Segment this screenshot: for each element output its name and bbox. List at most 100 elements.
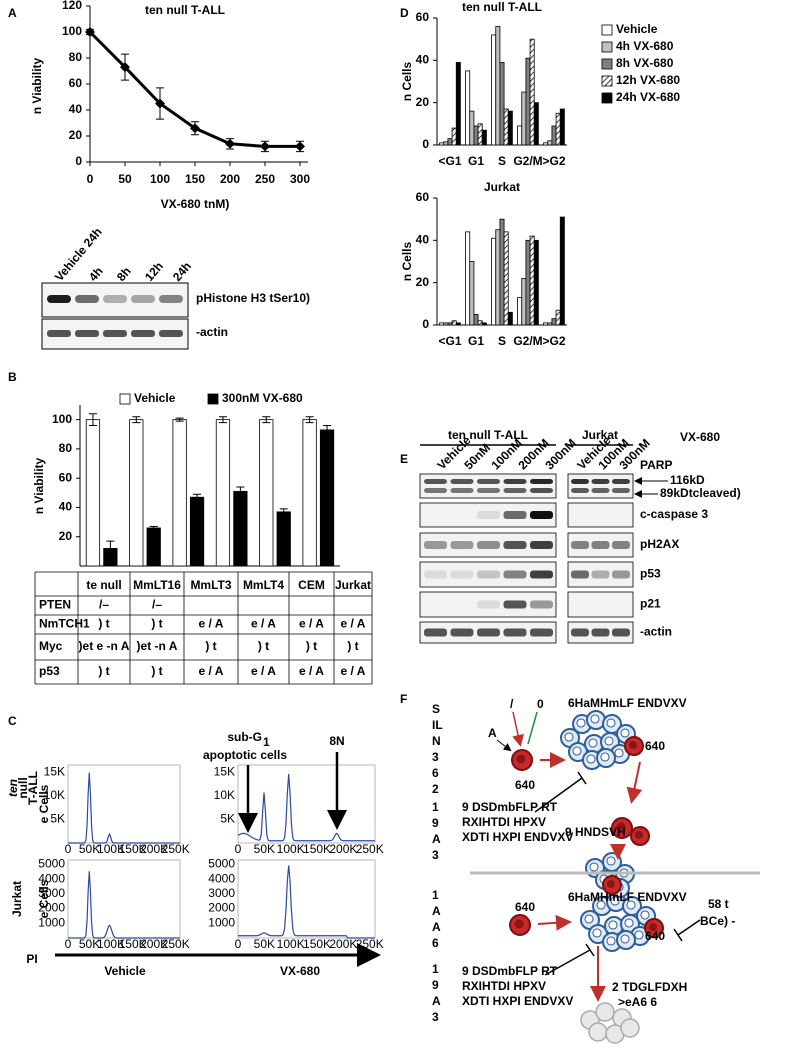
bar bbox=[469, 110, 475, 146]
point bbox=[295, 141, 305, 152]
band bbox=[477, 511, 500, 519]
error-bar bbox=[193, 493, 202, 501]
band bbox=[424, 570, 447, 579]
hist-y-tick: 3000 bbox=[38, 886, 65, 900]
bar bbox=[259, 419, 274, 567]
nucleus bbox=[589, 862, 599, 872]
table-header: te null bbox=[86, 578, 121, 592]
histogram-trace bbox=[237, 774, 375, 842]
y-tick-label: 80 bbox=[69, 50, 83, 64]
hist-x-tick: 250K bbox=[356, 937, 384, 951]
bar bbox=[469, 261, 475, 326]
hist-x-tick: 250K bbox=[162, 937, 190, 951]
nucleus bbox=[600, 752, 610, 762]
point bbox=[120, 62, 130, 73]
band bbox=[424, 479, 447, 484]
histogram-trace bbox=[68, 871, 180, 939]
x-tick-label: <G1 bbox=[438, 334, 461, 348]
x-tick-label: G1 bbox=[468, 154, 484, 168]
bar bbox=[533, 102, 539, 146]
panel-letter: D bbox=[400, 6, 409, 20]
bar bbox=[517, 125, 523, 146]
legend-swatch bbox=[601, 92, 613, 104]
nucleus bbox=[514, 919, 524, 929]
band bbox=[47, 295, 71, 303]
bar bbox=[547, 322, 553, 326]
band bbox=[450, 570, 474, 579]
table-cell: ) t bbox=[306, 639, 317, 653]
nucleus bbox=[614, 748, 624, 758]
bar bbox=[533, 239, 539, 326]
bar bbox=[477, 320, 483, 326]
diagram-label: 9 bbox=[432, 816, 439, 830]
band bbox=[571, 541, 589, 549]
band bbox=[612, 479, 630, 484]
diagram-label: 9 DSDmbFLP RT bbox=[462, 800, 558, 814]
diagram-label: A bbox=[432, 832, 441, 846]
band bbox=[424, 541, 447, 549]
blot-label: p21 bbox=[640, 597, 661, 611]
diagram-label: 1 bbox=[432, 800, 439, 814]
histogram-frame bbox=[67, 859, 181, 939]
y-tick-label: 20 bbox=[416, 95, 430, 109]
bar bbox=[499, 218, 505, 326]
hist-x-tick: 200K bbox=[140, 842, 168, 856]
table-cell: ) t bbox=[98, 617, 109, 631]
histogram-trace bbox=[238, 865, 375, 939]
error-bar bbox=[132, 416, 141, 424]
y-tick-label: 120 bbox=[62, 0, 82, 12]
arrow bbox=[496, 739, 512, 752]
row-label: Jurkat bbox=[10, 881, 24, 917]
nucleus bbox=[620, 934, 630, 944]
x-tick-label: >G2 bbox=[542, 154, 565, 168]
diagram-label: A bbox=[488, 726, 497, 740]
bar bbox=[215, 419, 231, 567]
error-bar bbox=[149, 525, 158, 530]
band bbox=[477, 479, 500, 484]
nucleus bbox=[606, 718, 616, 728]
bar bbox=[172, 419, 187, 567]
nucleus bbox=[516, 754, 526, 764]
nucleus bbox=[608, 920, 618, 930]
lane-label: 24h bbox=[170, 259, 194, 284]
diagram-label: BCe) - bbox=[700, 914, 735, 928]
y-tick-label: 60 bbox=[69, 76, 83, 90]
band bbox=[503, 541, 527, 549]
band bbox=[450, 479, 474, 484]
y-axis-label: n Viability bbox=[32, 457, 46, 514]
band bbox=[131, 295, 155, 303]
legend-swatch bbox=[601, 75, 613, 87]
row-label: T-ALL bbox=[26, 771, 40, 805]
diagram-label: 58 t bbox=[708, 897, 729, 911]
hist-x-tick: 150K bbox=[303, 937, 331, 951]
annotation: sub-G bbox=[227, 730, 262, 744]
hist-y-tick: 2000 bbox=[208, 901, 235, 915]
band bbox=[503, 479, 527, 484]
nucleus bbox=[606, 856, 616, 866]
nucleus bbox=[628, 740, 638, 750]
hist-x-tick: 100K bbox=[277, 937, 305, 951]
hist-x-tick: 250K bbox=[162, 842, 190, 856]
hist-y-tick: 10K bbox=[44, 788, 65, 802]
arrow bbox=[626, 761, 643, 804]
error-bar bbox=[88, 413, 97, 426]
bar bbox=[491, 237, 497, 326]
nucleus bbox=[634, 930, 644, 940]
y-tick-label: 60 bbox=[59, 470, 73, 484]
band bbox=[477, 628, 500, 637]
band bbox=[131, 330, 155, 337]
band bbox=[477, 488, 500, 493]
nucleus bbox=[610, 896, 620, 906]
diagram-label: A bbox=[432, 904, 441, 918]
x-axis-label: VX-680 tnM) bbox=[161, 197, 230, 211]
blot bbox=[567, 591, 634, 618]
row-label: null bbox=[16, 777, 30, 798]
bar bbox=[439, 142, 445, 146]
nucleus bbox=[616, 822, 626, 832]
diagram-label: A bbox=[432, 920, 441, 934]
dead-cell bbox=[588, 1022, 608, 1042]
bar bbox=[559, 108, 565, 146]
bar bbox=[276, 511, 291, 567]
band bbox=[571, 488, 589, 493]
